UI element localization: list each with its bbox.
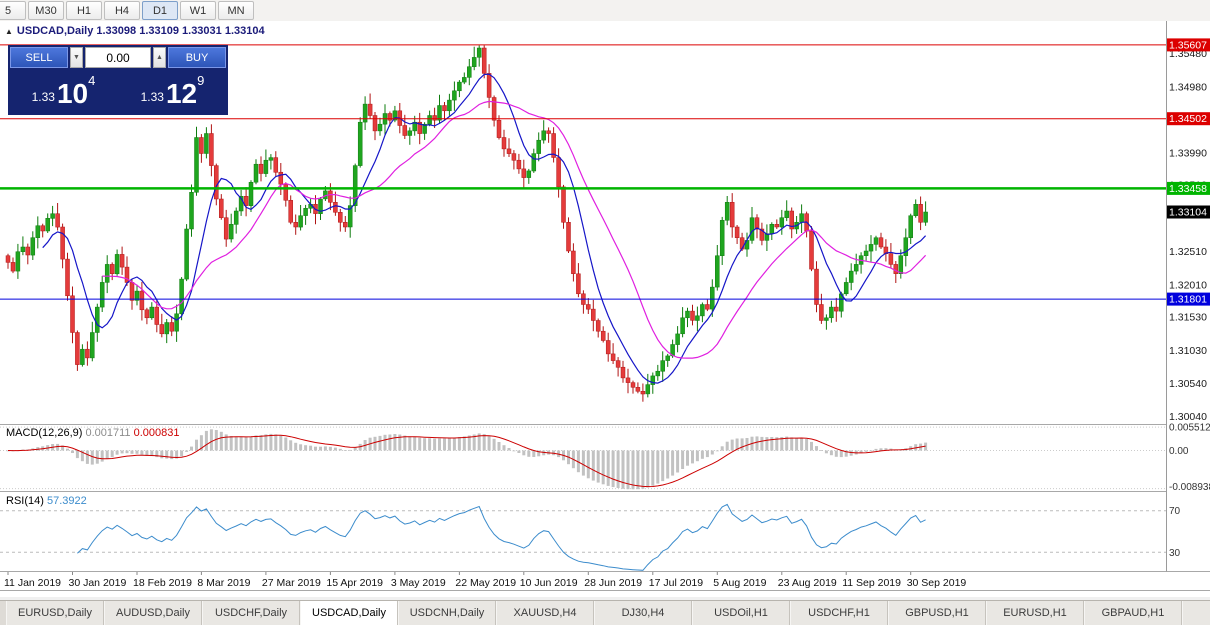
sell-price-sup: 4 [88, 73, 96, 88]
ma-fast-line [42, 73, 927, 384]
buy-price-prefix: 1.33 [140, 90, 164, 104]
up-arrow-icon: ▲ [156, 54, 163, 61]
chart-tab-gbpaud-h1[interactable]: GBPAUD,H1 [1084, 601, 1182, 625]
chart-tab-audusd-daily[interactable]: AUDUSD,Daily [104, 601, 202, 625]
svg-text:11 Sep 2019: 11 Sep 2019 [842, 577, 901, 589]
svg-text:1.34980: 1.34980 [1169, 81, 1207, 93]
svg-text:1.35607: 1.35607 [1169, 39, 1207, 51]
svg-text:1.33990: 1.33990 [1169, 147, 1207, 159]
svg-text:27 Mar 2019: 27 Mar 2019 [262, 577, 321, 589]
chart-tab-usdchf-daily[interactable]: USDCHF,Daily [202, 601, 300, 625]
chart-symbol-title: ▲ USDCAD,Daily 1.33098 1.33109 1.33031 1… [5, 25, 265, 37]
svg-text:10 Jun 2019: 10 Jun 2019 [520, 577, 578, 589]
svg-text:30: 30 [1169, 548, 1181, 559]
macd-signal-line [7, 434, 926, 488]
svg-text:28 Jun 2019: 28 Jun 2019 [584, 577, 642, 589]
chart-tab-xauusd-h4[interactable]: XAUUSD,H4 [496, 601, 594, 625]
sell-button[interactable]: SELL [10, 47, 68, 68]
sell-price-big: 10 [56, 78, 89, 109]
lot-size-input[interactable]: 0.00 [85, 47, 151, 68]
svg-text:18 Feb 2019: 18 Feb 2019 [133, 577, 192, 589]
horizontal-scrollbar[interactable] [0, 597, 1210, 600]
level-price-label: 1.31801 [1167, 292, 1210, 306]
svg-text:17 Jul 2019: 17 Jul 2019 [649, 577, 703, 589]
svg-text:23 Aug 2019: 23 Aug 2019 [778, 577, 837, 589]
chart-tab-eurusd-daily[interactable]: EURUSD,Daily [6, 601, 104, 625]
chart-tab-usdjp[interactable]: USDJP [1182, 601, 1210, 625]
buy-price-sup: 9 [197, 73, 205, 88]
buy-price-big: 12 [165, 78, 198, 109]
level-price-label: 1.34502 [1167, 112, 1210, 126]
price-chart[interactable]: 1.354801.349801.339901.335101.325101.320… [0, 21, 1210, 597]
svg-text:30 Jan 2019: 30 Jan 2019 [69, 577, 127, 589]
level-price-label: 1.35607 [1167, 38, 1210, 52]
svg-text:8 Mar 2019: 8 Mar 2019 [197, 577, 250, 589]
chart-tab-usdcad-daily[interactable]: USDCAD,Daily [300, 601, 398, 625]
chart-tab-eurusd-h1[interactable]: EURUSD,H1 [986, 601, 1084, 625]
down-arrow-icon: ▼ [73, 54, 80, 61]
rsi-axis-labels: 70 30 [1169, 506, 1181, 559]
rsi-line [77, 503, 926, 571]
svg-text:1.32510: 1.32510 [1169, 246, 1207, 258]
macd-axis-labels: 0.005512 0.00 -0.008938 [1169, 423, 1210, 493]
ma-slow-line [102, 100, 927, 359]
chart-tabs-bar: EURUSD,Daily AUDUSD,Daily USDCHF,Daily USDC… [0, 600, 1210, 625]
timeframe-button-H4[interactable]: H4 [104, 1, 140, 20]
timeframe-button-D1[interactable]: D1 [142, 1, 178, 20]
svg-text:1.31801: 1.31801 [1169, 294, 1207, 306]
one-click-toggle-icon[interactable]: ▲ [5, 26, 13, 36]
pane-separators [0, 21, 1210, 591]
svg-text:11 Jan 2019: 11 Jan 2019 [4, 577, 61, 589]
timeframe-button-W1[interactable]: W1 [180, 1, 216, 20]
timeframe-button-5[interactable]: 5 [0, 1, 26, 20]
sell-price-display[interactable]: 1.33 10 4 [10, 70, 117, 113]
buy-price-display[interactable]: 1.33 12 9 [119, 70, 226, 113]
sell-price-prefix: 1.33 [31, 90, 55, 104]
chart-tab-usdchf-h1[interactable]: USDCHF,H1 [790, 601, 888, 625]
svg-text:1.31030: 1.31030 [1169, 345, 1207, 357]
svg-text:-0.008938: -0.008938 [1169, 482, 1210, 493]
svg-text:1.32010: 1.32010 [1169, 280, 1207, 292]
horizontal-level-lines[interactable] [0, 44, 1166, 300]
chart-title-text: USDCAD,Daily 1.33098 1.33109 1.33031 1.3… [16, 25, 265, 37]
svg-text:3 May 2019: 3 May 2019 [391, 577, 446, 589]
lot-increase-button[interactable]: ▲ [153, 47, 166, 68]
level-price-label: 1.33458 [1167, 181, 1210, 195]
timeframe-toolbar: 5 M30 H1 H4 D1 W1 MN [0, 0, 1210, 22]
svg-text:1.34502: 1.34502 [1169, 113, 1207, 125]
svg-text:1.33458: 1.33458 [1169, 183, 1207, 195]
current-price-label: 1.33104 [1167, 205, 1210, 219]
svg-text:1.33104: 1.33104 [1169, 207, 1207, 219]
chart-tab-usdoil-h1[interactable]: USDOil,H1 [692, 601, 790, 625]
rsi-level-lines [0, 510, 1166, 553]
time-axis[interactable]: 11 Jan 2019 30 Jan 2019 18 Feb 2019 8 Mar 2… [4, 572, 966, 589]
svg-text:1.30040: 1.30040 [1169, 411, 1207, 423]
svg-text:15 Apr 2019: 15 Apr 2019 [326, 577, 383, 589]
svg-text:0.00: 0.00 [1169, 446, 1189, 457]
chart-tab-usdcnh-daily[interactable]: USDCNH,Daily [398, 601, 496, 625]
svg-text:1.31530: 1.31530 [1169, 312, 1207, 324]
svg-text:22 May 2019: 22 May 2019 [455, 577, 516, 589]
one-click-trading-panel: SELL ▼ 0.00 ▲ BUY 1.33 10 4 1.33 12 9 [8, 45, 228, 115]
svg-text:70: 70 [1169, 506, 1181, 517]
svg-text:5 Aug 2019: 5 Aug 2019 [713, 577, 766, 589]
chart-tab-gbpusd-h1[interactable]: GBPUSD,H1 [888, 601, 986, 625]
svg-text:0.005512: 0.005512 [1169, 423, 1210, 434]
macd-title: MACD(12,26,9) 0.001711 0.000831 [6, 427, 180, 439]
timeframe-button-H1[interactable]: H1 [66, 1, 102, 20]
svg-text:30 Sep 2019: 30 Sep 2019 [907, 577, 967, 589]
lot-decrease-button[interactable]: ▼ [70, 47, 83, 68]
chart-tab-dj30-h4[interactable]: DJ30,H4 [594, 601, 692, 625]
buy-button[interactable]: BUY [168, 47, 226, 68]
rsi-title: RSI(14) 57.3922 [6, 495, 87, 507]
timeframe-button-M30[interactable]: M30 [28, 1, 64, 20]
timeframe-button-MN[interactable]: MN [218, 1, 254, 20]
price-axis-ticks: 1.354801.349801.339901.335101.325101.320… [1169, 48, 1207, 423]
svg-text:1.30540: 1.30540 [1169, 378, 1207, 390]
